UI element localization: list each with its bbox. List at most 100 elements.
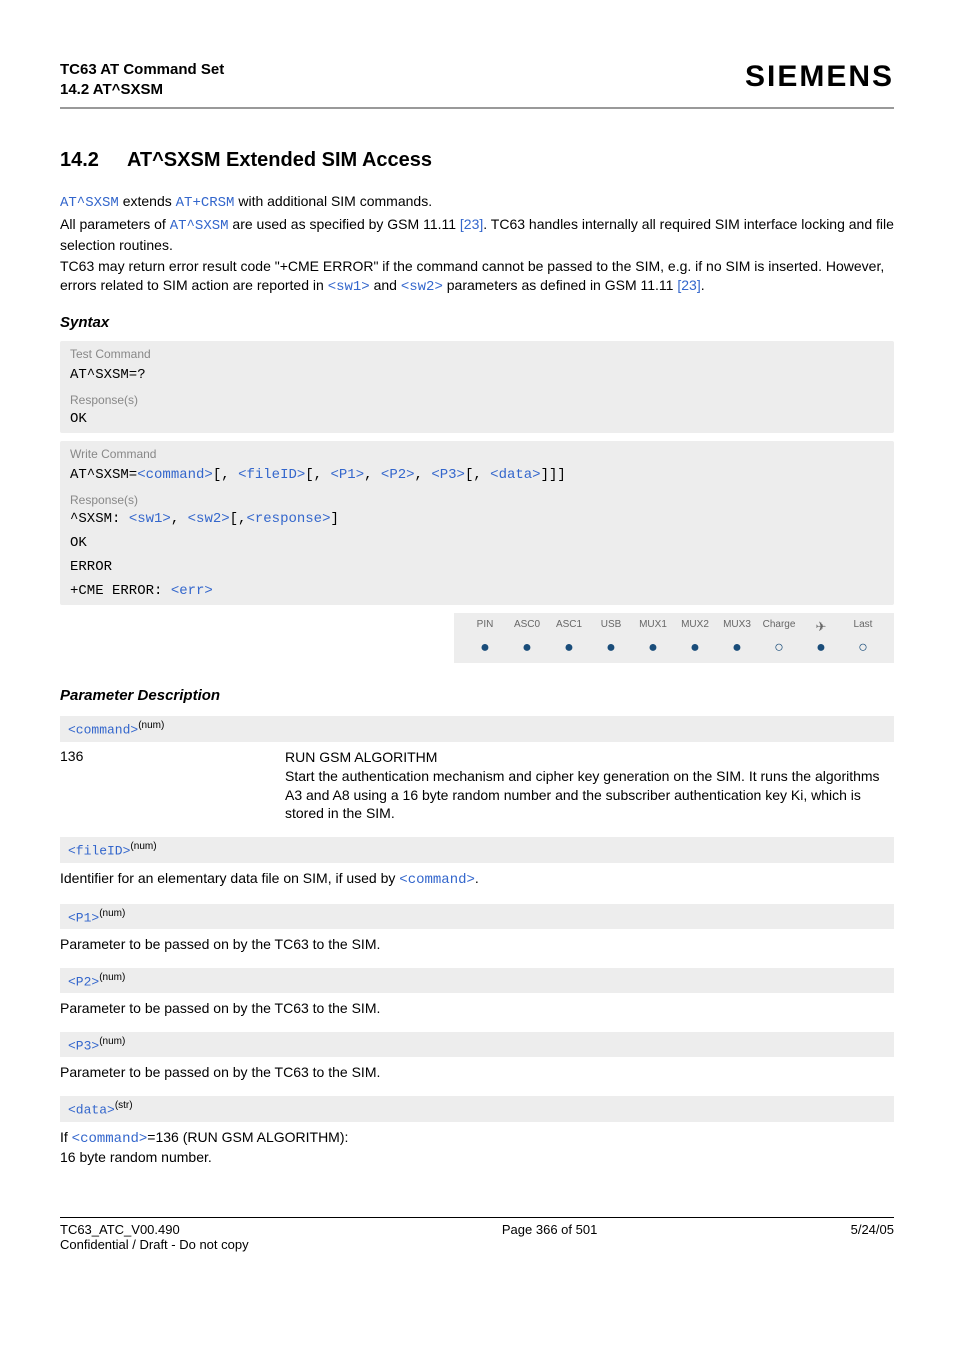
write-response-ok: OK xyxy=(60,533,894,557)
link-sw2[interactable]: <sw2> xyxy=(401,279,443,295)
wc-data[interactable]: <data> xyxy=(490,467,540,483)
cme-err[interactable]: <err> xyxy=(171,583,213,599)
intro-3c: and xyxy=(370,277,401,293)
wc-b2: [, xyxy=(305,467,330,483)
cap-h-mux1: MUX1 xyxy=(632,619,674,635)
test-command-line: AT^SXSM=? xyxy=(60,365,894,389)
param-p1-box: <P1>(num) xyxy=(60,904,894,929)
write-command-block: Write Command AT^SXSM=<command>[, <fileI… xyxy=(60,441,894,605)
cap-h-airplane-icon: ✈ xyxy=(800,619,842,635)
dot-airplane: ● xyxy=(800,639,842,657)
param-command-name: <command> xyxy=(68,723,138,738)
intro-3e: parameters as defined in GSM 11.11 xyxy=(443,277,678,293)
wc-close: ]]] xyxy=(541,467,566,483)
write-response-sxsm: ^SXSM: <sw1>, <sw2>[,<response>] xyxy=(60,509,894,533)
write-response-error: ERROR xyxy=(60,557,894,581)
data-a: If xyxy=(60,1129,72,1145)
intro-2a: All parameters of xyxy=(60,216,170,232)
page-header: TC63 AT Command Set 14.2 AT^SXSM SIEMENS xyxy=(60,60,894,99)
wc-b1: [, xyxy=(213,467,238,483)
param-fileid-sup: (num) xyxy=(130,841,156,852)
header-rule xyxy=(60,107,894,109)
intro-1b: extends xyxy=(119,193,176,209)
link-sw1[interactable]: <sw1> xyxy=(328,279,370,295)
footer-page: Page 366 of 501 xyxy=(502,1222,597,1252)
dot-mux1: ● xyxy=(632,639,674,657)
param-p1-name: <P1> xyxy=(68,910,99,925)
test-command-block: Test Command AT^SXSM=? Response(s) OK xyxy=(60,341,894,433)
param-p2-text: Parameter to be passed on by the TC63 to… xyxy=(60,999,894,1018)
wc-p2[interactable]: <P2> xyxy=(381,467,415,483)
wc-fileid[interactable]: <fileID> xyxy=(238,467,305,483)
fileid-a: Identifier for an elementary data file o… xyxy=(60,870,399,886)
capability-icons: PIN ASC0 ASC1 USB MUX1 MUX2 MUX3 Charge … xyxy=(60,613,894,663)
wc-prefix: AT^SXSM= xyxy=(70,467,137,483)
footer-date: 5/24/05 xyxy=(851,1222,894,1252)
param-fileid-text: Identifier for an elementary data file o… xyxy=(60,869,894,890)
cap-h-usb: USB xyxy=(590,619,632,635)
param-p1-sup: (num) xyxy=(99,908,125,919)
cap-h-asc0: ASC0 xyxy=(506,619,548,635)
param-p2-box: <P2>(num) xyxy=(60,968,894,993)
wc-command[interactable]: <command> xyxy=(137,467,213,483)
cap-h-pin: PIN xyxy=(464,619,506,635)
wc-p1[interactable]: <P1> xyxy=(331,467,365,483)
param-command-key: 136 xyxy=(60,748,285,824)
wc-p3[interactable]: <P3> xyxy=(431,467,465,483)
param-fileid-box: <fileID>(num) xyxy=(60,837,894,862)
section-number: 14.2 xyxy=(60,149,99,172)
resp-sw2[interactable]: <sw2> xyxy=(188,511,230,527)
cme-prefix: +CME ERROR: xyxy=(70,583,171,599)
dot-usb: ● xyxy=(590,639,632,657)
write-response-cme: +CME ERROR: <err> xyxy=(60,581,894,605)
resp-close: ] xyxy=(330,511,338,527)
intro-paragraph-3: TC63 may return error result code "+CME … xyxy=(60,257,894,297)
capability-dot-row: ● ● ● ● ● ● ● ○ ● ○ xyxy=(464,639,884,657)
link-ref23-2[interactable]: [23] xyxy=(677,277,700,293)
param-p3-text: Parameter to be passed on by the TC63 to… xyxy=(60,1063,894,1082)
link-atsxsm[interactable]: AT^SXSM xyxy=(60,195,119,211)
param-data-name: <data> xyxy=(68,1103,115,1118)
intro-paragraph-1: AT^SXSM extends AT+CRSM with additional … xyxy=(60,192,894,213)
link-ref23[interactable]: [23] xyxy=(460,216,483,232)
cap-h-mux3: MUX3 xyxy=(716,619,758,635)
param-data-text: If <command>=136 (RUN GSM ALGORITHM): 16… xyxy=(60,1128,894,1168)
footer-version: TC63_ATC_V00.490 xyxy=(60,1222,180,1237)
wc-c1: , xyxy=(364,467,381,483)
param-data-box: <data>(str) xyxy=(60,1096,894,1121)
wc-c2: , xyxy=(415,467,432,483)
write-command-line: AT^SXSM=<command>[, <fileID>[, <P1>, <P2… xyxy=(60,465,894,489)
data-c: =136 (RUN GSM ALGORITHM): xyxy=(147,1129,348,1145)
wc-b3: [, xyxy=(465,467,490,483)
data-b[interactable]: <command> xyxy=(72,1131,148,1147)
param-command-desc: RUN GSM ALGORITHM Start the authenticati… xyxy=(285,748,894,824)
intro-2c: are used as specified by GSM 11.11 xyxy=(229,216,460,232)
test-command-label: Test Command xyxy=(60,341,894,365)
link-atcrsm[interactable]: AT+CRSM xyxy=(176,195,235,211)
intro-paragraph-2: All parameters of AT^SXSM are used as sp… xyxy=(60,215,894,255)
fileid-b[interactable]: <command> xyxy=(399,872,475,888)
param-command-sup: (num) xyxy=(138,720,164,731)
cap-h-mux2: MUX2 xyxy=(674,619,716,635)
dot-charge: ○ xyxy=(758,639,800,657)
link-atsxsm-2[interactable]: AT^SXSM xyxy=(170,218,229,234)
dot-mux2: ● xyxy=(674,639,716,657)
section-heading: 14.2 AT^SXSM Extended SIM Access xyxy=(60,149,894,172)
cap-h-asc1: ASC1 xyxy=(548,619,590,635)
param-p2-name: <P2> xyxy=(68,974,99,989)
dot-asc0: ● xyxy=(506,639,548,657)
resp-b1: [, xyxy=(230,511,247,527)
dot-last: ○ xyxy=(842,639,884,657)
header-line2: 14.2 AT^SXSM xyxy=(60,81,163,98)
resp-sw1[interactable]: <sw1> xyxy=(129,511,171,527)
test-response-label: Response(s) xyxy=(60,389,894,409)
capability-header-row: PIN ASC0 ASC1 USB MUX1 MUX2 MUX3 Charge … xyxy=(464,619,884,635)
param-data-sup: (str) xyxy=(115,1100,133,1111)
resp-response[interactable]: <response> xyxy=(246,511,330,527)
fileid-c: . xyxy=(475,870,479,886)
cap-h-charge: Charge xyxy=(758,619,800,635)
param-p1-text: Parameter to be passed on by the TC63 to… xyxy=(60,935,894,954)
section-title-text: AT^SXSM Extended SIM Access xyxy=(127,149,432,171)
resp-prefix: ^SXSM: xyxy=(70,511,129,527)
param-command-box: <command>(num) xyxy=(60,716,894,741)
